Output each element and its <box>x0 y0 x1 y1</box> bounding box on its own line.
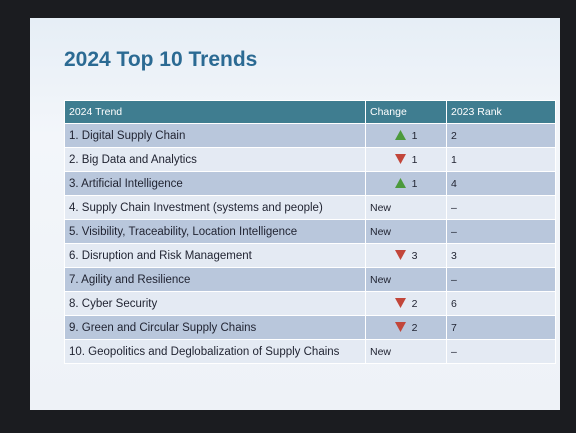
up-arrow <box>394 177 406 188</box>
row: 5. Visibility, Traceability, Location In… <box>64 219 556 244</box>
change-cell: 2 <box>365 291 447 316</box>
change-value: 1 <box>411 177 418 190</box>
row: 9. Green and Circular Supply Chains 2 7 <box>64 315 556 340</box>
row: 3. Artificial Intelligence 1 4 <box>64 171 556 196</box>
header-cell: Change <box>365 100 447 124</box>
rank-cell: 3 <box>446 243 556 268</box>
down-arrow <box>394 321 406 332</box>
change-cell: 1 <box>365 147 447 172</box>
trend-cell: 9. Green and Circular Supply Chains <box>64 315 366 340</box>
header-cell: 2023 Rank <box>446 100 556 124</box>
row: 4. Supply Chain Investment (systems and … <box>64 195 556 220</box>
change-cell: 1 <box>365 123 447 148</box>
down-arrow <box>394 249 406 260</box>
trend-cell: 6. Disruption and Risk Management <box>64 243 366 268</box>
header-cell: 2024 Trend <box>64 100 366 124</box>
rank-cell: 4 <box>446 171 556 196</box>
row: 6. Disruption and Risk Management 3 3 <box>64 243 556 268</box>
rank-cell: – <box>446 267 556 292</box>
slide: 2024 Top 10 Trends 2024 Trend Change 202… <box>30 18 560 410</box>
change-value: 1 <box>411 153 418 166</box>
trend-cell: 10. Geopolitics and Deglobalization of S… <box>64 339 366 364</box>
change-value: 2 <box>411 297 418 310</box>
change-cell: New <box>365 219 447 244</box>
header-row: 2024 Trend Change 2023 Rank <box>64 100 556 124</box>
change-cell: 2 <box>365 315 447 340</box>
trend-cell: 2. Big Data and Analytics <box>64 147 366 172</box>
down-arrow <box>394 297 406 308</box>
trend-cell: 7. Agility and Resilience <box>64 267 366 292</box>
change-cell: New <box>365 267 447 292</box>
rank-cell: 7 <box>446 315 556 340</box>
change-cell: 1 <box>365 171 447 196</box>
down-arrow <box>394 153 406 164</box>
change-cell: 3 <box>365 243 447 268</box>
row: 10. Geopolitics and Deglobalization of S… <box>64 339 556 364</box>
trend-cell: 3. Artificial Intelligence <box>64 171 366 196</box>
trend-cell: 1. Digital Supply Chain <box>64 123 366 148</box>
rank-cell: – <box>446 219 556 244</box>
row: 8. Cyber Security 2 6 <box>64 291 556 316</box>
row: 2. Big Data and Analytics 1 1 <box>64 147 556 172</box>
row: 1. Digital Supply Chain 1 2 <box>64 123 556 148</box>
trends-table: 2024 Trend Change 2023 Rank 1. Digital S… <box>64 100 556 364</box>
rank-cell: 6 <box>446 291 556 316</box>
change-cell: New <box>365 195 447 220</box>
trend-cell: 8. Cyber Security <box>64 291 366 316</box>
trend-cell: 4. Supply Chain Investment (systems and … <box>64 195 366 220</box>
rank-cell: 2 <box>446 123 556 148</box>
change-cell: New <box>365 339 447 364</box>
rank-cell: 1 <box>446 147 556 172</box>
trend-cell: 5. Visibility, Traceability, Location In… <box>64 219 366 244</box>
row: 7. Agility and Resilience New – <box>64 267 556 292</box>
change-value: 2 <box>411 321 418 334</box>
change-value: 3 <box>411 249 418 262</box>
rank-cell: – <box>446 195 556 220</box>
change-value: 1 <box>411 129 418 142</box>
up-arrow <box>394 129 406 140</box>
rank-cell: – <box>446 339 556 364</box>
slide-title: 2024 Top 10 Trends <box>64 48 258 71</box>
